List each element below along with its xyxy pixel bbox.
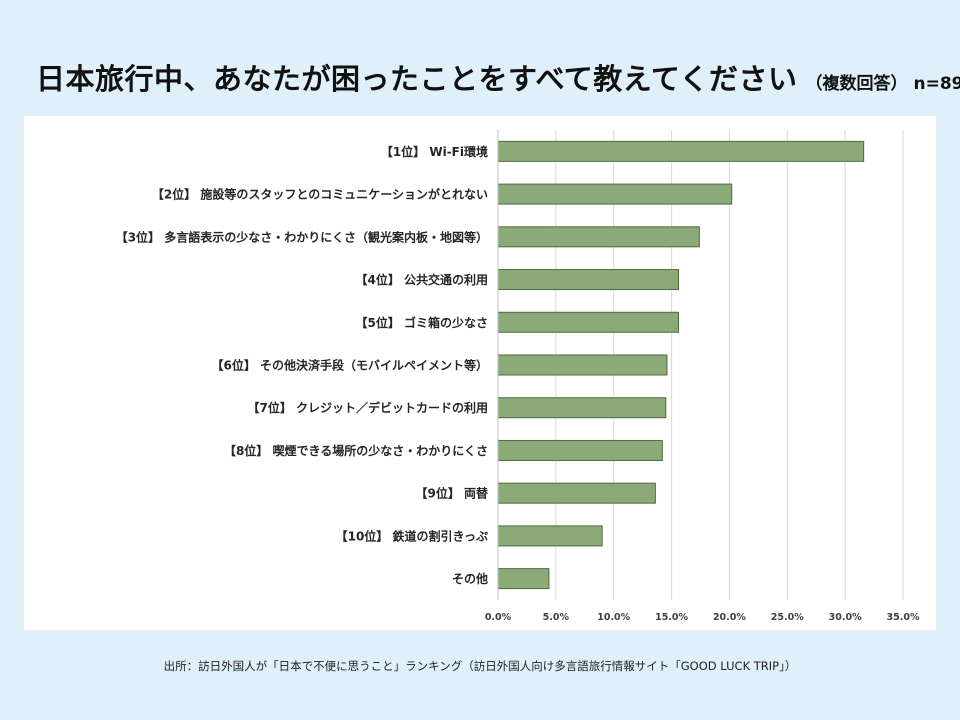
bar [497,525,603,547]
x-tick-label: 5.0% [543,612,570,623]
x-tick-label: 25.0% [771,612,804,623]
bar-chart: 0.0% 5.0% 10.0% 15.0% 20.0% 25.0% 30.0% 35.0% 【1… [116,130,920,623]
x-tick-label: 30.0% [829,612,862,623]
title-main: 日本旅行中、あなたが困ったことをすべて教えてください [36,62,798,96]
category-label: 【4位】 公共交通の利用 [355,272,488,287]
chart-panel: 0.0% 5.0% 10.0% 15.0% 20.0% 25.0% 30.0% 35.0% 【1… [24,116,936,630]
bar [497,439,663,461]
bar [497,140,865,162]
bar [497,354,668,376]
category-label: 【8位】 喫煙できる場所の少なさ・わかりにくさ [224,443,488,458]
category-label: 【3位】 多言語表示の少なさ・わかりにくさ（観光案内板・地図等） [116,229,488,244]
category-label: その他 [452,571,488,586]
x-tick-label: 0.0% [485,612,512,623]
category-label: 【9位】 両替 [415,486,489,501]
page-title: 日本旅行中、あなたが困ったことをすべて教えてください （複数回答）n=891 [36,56,960,98]
bar [497,397,667,419]
x-tick-label: 20.0% [713,612,746,623]
category-label: 【2位】 施設等のスタッフとのコミュニケーションがとれない [152,187,488,202]
title-sub: （複数回答） [805,74,908,94]
category-label: 【7位】 クレジット／デビットカードの利用 [247,400,488,415]
bar [497,568,550,590]
category-label: 【5位】 ゴミ箱の少なさ [355,315,488,330]
bar [497,226,700,248]
x-tick-label: 35.0% [887,612,920,623]
x-tick-label: 10.0% [597,612,630,623]
bar [497,482,656,504]
source-note: 出所：訪日外国人が「日本で不便に思うこと」ランキング（訪日外国人向け多言語旅行情… [163,659,797,673]
sample-size: n=891 [913,74,960,94]
bar [497,269,680,291]
category-label: 【6位】 その他決済手段（モバイルペイメント等） [211,358,488,373]
category-label: 【1位】 Wi-Fi環境 [381,144,488,159]
category-label: 【10位】 鉄道の割引きっぷ [336,528,488,543]
x-tick-label: 15.0% [655,612,688,623]
bar [497,311,680,333]
bar [497,183,733,205]
